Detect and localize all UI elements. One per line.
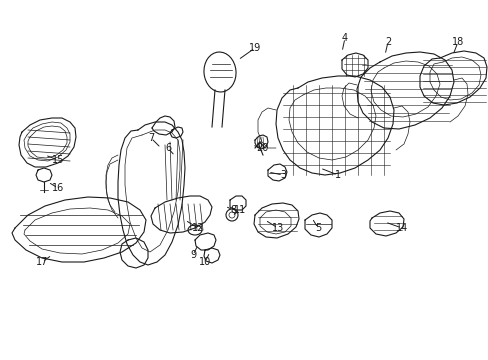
Text: 2: 2	[384, 37, 390, 47]
Text: 3: 3	[279, 170, 285, 180]
Text: 9: 9	[189, 250, 196, 260]
Text: 4: 4	[341, 33, 347, 43]
Text: 11: 11	[233, 205, 245, 215]
Text: 20: 20	[255, 143, 267, 153]
Text: 5: 5	[314, 223, 321, 233]
Text: 15: 15	[52, 155, 64, 165]
Text: 7: 7	[147, 133, 154, 143]
Text: 14: 14	[395, 223, 407, 233]
Text: 17: 17	[36, 257, 48, 267]
Text: 19: 19	[248, 43, 261, 53]
Text: 1: 1	[334, 170, 340, 180]
Text: 6: 6	[164, 143, 171, 153]
Text: 12: 12	[191, 223, 204, 233]
Text: 16: 16	[52, 183, 64, 193]
Text: 10: 10	[199, 257, 211, 267]
Text: 8: 8	[229, 205, 236, 215]
Text: 18: 18	[451, 37, 463, 47]
Text: 13: 13	[271, 223, 284, 233]
